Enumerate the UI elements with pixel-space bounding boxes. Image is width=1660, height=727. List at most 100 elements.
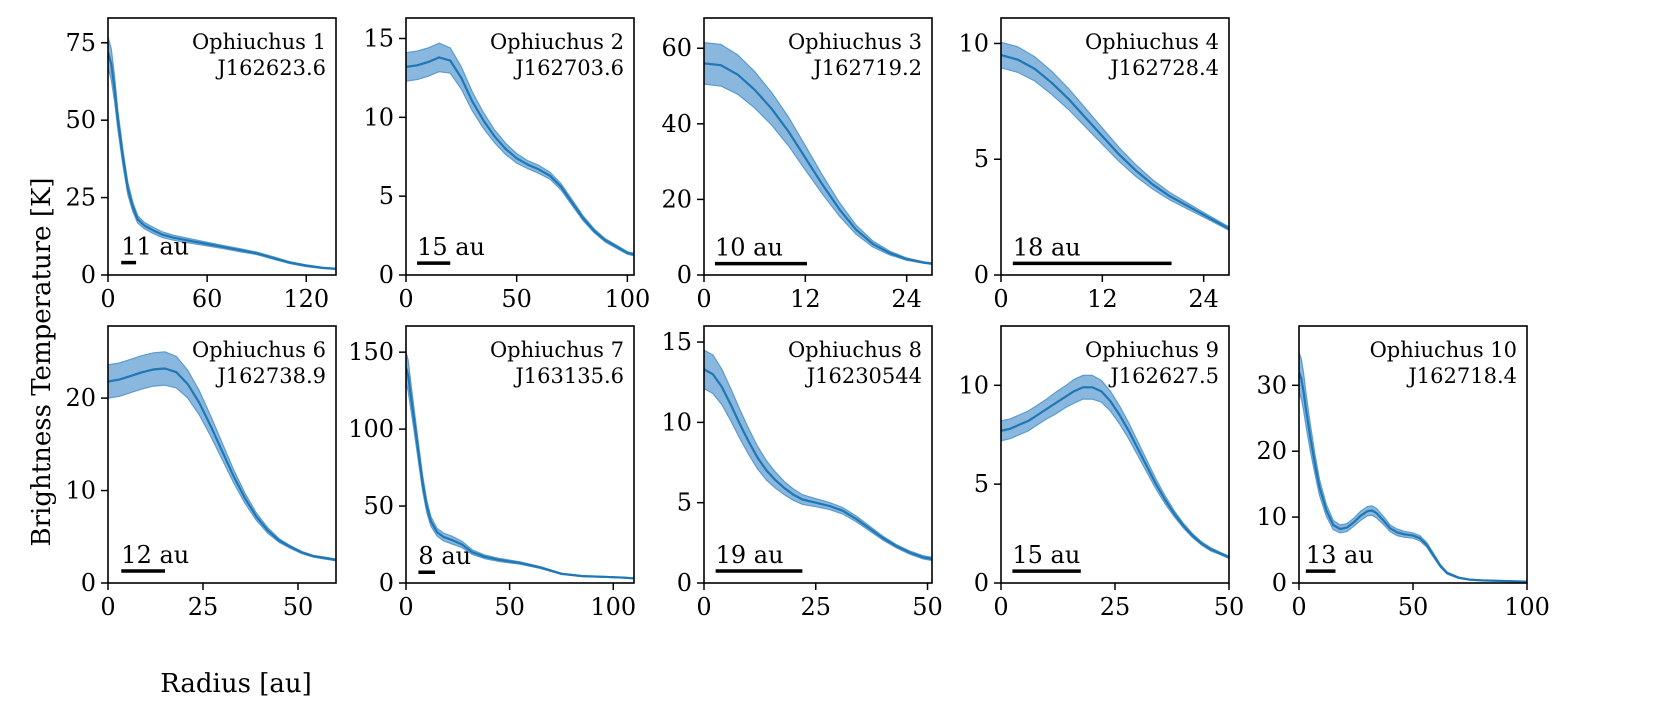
ophiuchus-4-ytick-label: 5 [974, 145, 989, 173]
ophiuchus-7-source-id: J163135.6 [513, 364, 624, 388]
ophiuchus-4-ytick-label: 10 [958, 29, 989, 57]
ophiuchus-1-source-id: J162623.6 [215, 56, 326, 80]
ophiuchus-8-uncertainty-band [704, 349, 932, 562]
ophiuchus-3-plot-area [704, 41, 932, 266]
ophiuchus-6-title: Ophiuchus 6 [192, 338, 326, 362]
ophiuchus-9-scalebar-label: 15 au [1012, 541, 1080, 569]
ophiuchus-10-title: Ophiuchus 10 [1370, 338, 1517, 362]
ophiuchus-7-ytick-label: 100 [348, 415, 394, 443]
ophiuchus-6-ytick-label: 10 [65, 477, 96, 505]
ophiuchus-4-source-id: J162728.4 [1108, 56, 1219, 80]
ophiuchus-8-profile-line [704, 368, 932, 560]
ophiuchus-4-scalebar-label: 18 au [1013, 233, 1081, 261]
ophiuchus-7-ytick-label: 0 [379, 569, 394, 597]
ophiuchus-10-ytick-label: 30 [1256, 371, 1287, 399]
ophiuchus-3-ytick-label: 0 [677, 261, 692, 289]
ophiuchus-4-xtick-label: 12 [1087, 285, 1118, 313]
ophiuchus-8-axes-frame [703, 325, 933, 584]
ophiuchus-9-xtick-label: 25 [1100, 593, 1131, 621]
ophiuchus-10-ytick-label: 10 [1256, 503, 1287, 531]
ophiuchus-2-profile-line [406, 56, 634, 256]
ophiuchus-8-scalebar-label: 19 au [716, 541, 784, 569]
ophiuchus-2-uncertainty-band [406, 42, 634, 257]
ophiuchus-8-ytick-label: 15 [661, 328, 692, 356]
ophiuchus-7-xtick-label: 50 [494, 593, 525, 621]
ophiuchus-2-axes-frame [405, 17, 635, 276]
ophiuchus-8-plot-area [704, 349, 932, 562]
ophiuchus-8-ytick-label: 5 [677, 489, 692, 517]
ophiuchus-4-title: Ophiuchus 4 [1085, 30, 1219, 54]
ophiuchus-10-scalebar-label: 13 au [1306, 541, 1374, 569]
ophiuchus-10-ytick-label: 0 [1272, 569, 1287, 597]
ophiuchus-6-ytick-label: 20 [65, 384, 96, 412]
ophiuchus-8-source-id: J16230544 [805, 364, 922, 388]
ophiuchus-3-ytick-label: 40 [661, 110, 692, 138]
ophiuchus-3-axes-frame [703, 17, 933, 276]
ophiuchus-1-ytick-label: 75 [65, 29, 96, 57]
ophiuchus-8-xtick-label: 50 [912, 593, 943, 621]
ophiuchus-2-ytick-label: 10 [363, 103, 394, 131]
ophiuchus-9-source-id: J162627.5 [1108, 364, 1219, 388]
ophiuchus-1-xtick-label: 60 [192, 285, 223, 313]
ophiuchus-2-title: Ophiuchus 2 [490, 30, 624, 54]
ophiuchus-8-ytick-label: 10 [661, 408, 692, 436]
ophiuchus-9-ytick-label: 0 [974, 569, 989, 597]
ophiuchus-9-uncertainty-band [1001, 374, 1229, 560]
ophiuchus-6-xtick-label: 25 [188, 593, 219, 621]
ophiuchus-7-ytick-label: 150 [348, 338, 394, 366]
y-axis-label: Brightness Temperature [K] [27, 177, 57, 546]
ophiuchus-9-ytick-label: 10 [958, 371, 989, 399]
ophiuchus-4-xtick-label: 24 [1188, 285, 1219, 313]
ophiuchus-10-plot-area [1299, 352, 1527, 583]
ophiuchus-6-scalebar-label: 12 au [121, 541, 189, 569]
ophiuchus-6-source-id: J162738.9 [215, 364, 326, 388]
ophiuchus-10-source-id: J162718.4 [1406, 364, 1517, 388]
ophiuchus-4-ytick-label: 0 [974, 261, 989, 289]
ophiuchus-10-xtick-label: 50 [1398, 593, 1429, 621]
ophiuchus-1-uncertainty-band [108, 36, 336, 271]
ophiuchus-1-plot-area [108, 36, 336, 271]
ophiuchus-2-ytick-label: 15 [363, 24, 394, 52]
ophiuchus-1-xtick-label: 120 [283, 285, 329, 313]
ophiuchus-6-xtick-label: 0 [100, 593, 115, 621]
ophiuchus-7-xtick-label: 0 [398, 593, 413, 621]
ophiuchus-2-source-id: J162703.6 [513, 56, 624, 80]
ophiuchus-6-profile-line [108, 367, 336, 561]
ophiuchus-1-scalebar-label: 11 au [121, 233, 189, 261]
ophiuchus-8-ytick-label: 0 [677, 569, 692, 597]
ophiuchus-10-profile-line [1299, 371, 1527, 583]
ophiuchus-10-xtick-label: 100 [1504, 593, 1550, 621]
ophiuchus-6-xtick-label: 50 [283, 593, 314, 621]
ophiuchus-9-xtick-label: 0 [993, 593, 1008, 621]
ophiuchus-10-ytick-label: 20 [1256, 437, 1287, 465]
ophiuchus-2-plot-area [406, 42, 634, 257]
ophiuchus-2-xtick-label: 0 [398, 285, 413, 313]
ophiuchus-8-xtick-label: 25 [800, 593, 831, 621]
ophiuchus-10-xtick-label: 0 [1291, 593, 1306, 621]
ophiuchus-4-profile-line [1001, 53, 1229, 230]
ophiuchus-7-ytick-label: 50 [363, 492, 394, 520]
ophiuchus-3-scalebar-label: 10 au [715, 234, 783, 262]
ophiuchus-7-xtick-label: 100 [590, 593, 636, 621]
ophiuchus-1-title: Ophiuchus 1 [192, 30, 326, 54]
ophiuchus-3-xtick-label: 24 [891, 285, 922, 313]
ophiuchus-7-scalebar-label: 8 au [418, 542, 471, 570]
ophiuchus-8-xtick-label: 0 [696, 593, 711, 621]
ophiuchus-3-xtick-label: 0 [696, 285, 711, 313]
ophiuchus-1-axes-frame [107, 17, 337, 276]
ophiuchus-7-plot-area [406, 352, 634, 580]
ophiuchus-9-xtick-label: 50 [1214, 593, 1245, 621]
ophiuchus-3-ytick-label: 60 [661, 34, 692, 62]
ophiuchus-4-xtick-label: 0 [993, 285, 1008, 313]
ophiuchus-1-ytick-label: 25 [65, 184, 96, 212]
ophiuchus-3-source-id: J162719.2 [811, 56, 922, 80]
